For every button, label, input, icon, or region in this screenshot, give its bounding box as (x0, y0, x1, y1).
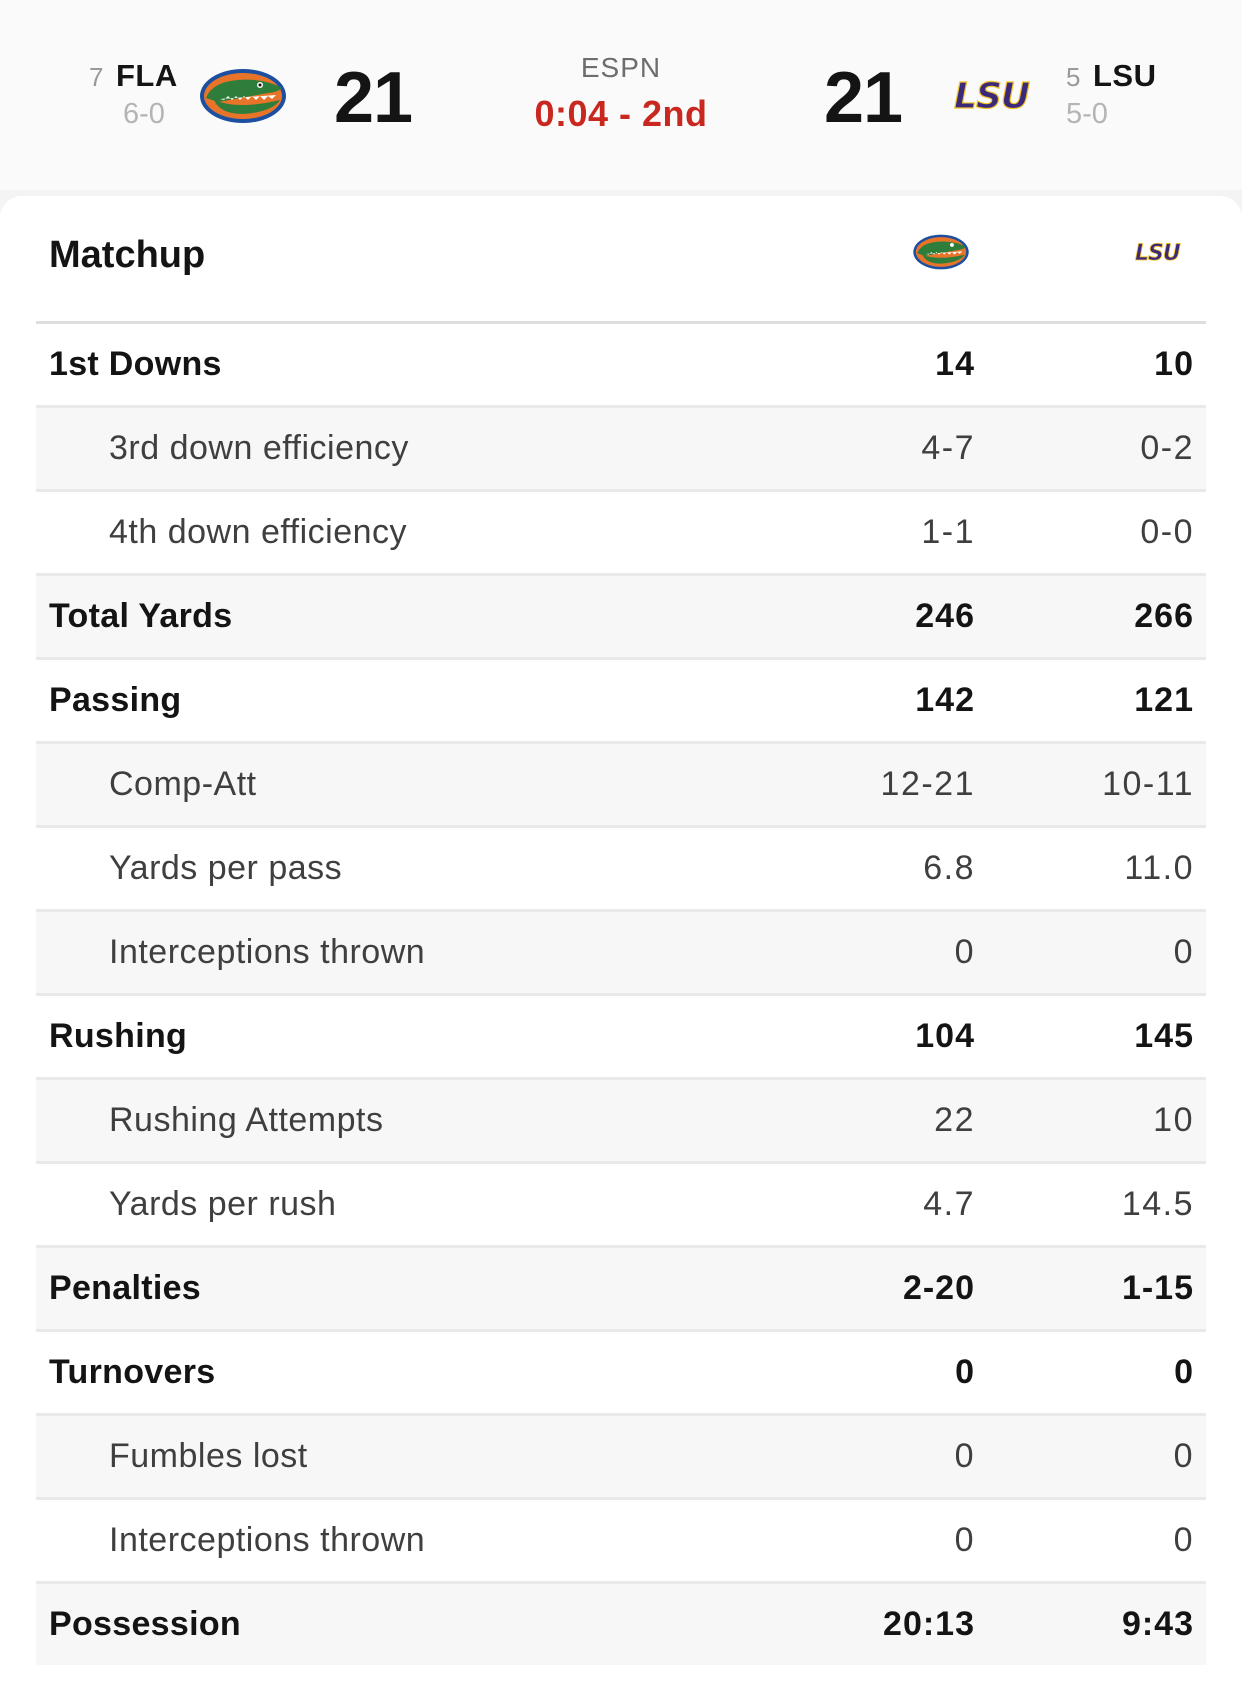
away-team-score: 21 (334, 58, 413, 138)
stat-label: Penalties (49, 1269, 201, 1307)
home-stat-value: 0 (1173, 1521, 1194, 1559)
away-team-record: 6-0 (123, 98, 165, 130)
stat-label: Possession (49, 1605, 241, 1643)
stat-label: Yards per rush (109, 1185, 337, 1223)
home-team-record: 5-0 (1066, 98, 1108, 130)
away-stat-value: 14 (935, 345, 975, 383)
home-stat-value: 266 (1134, 597, 1194, 635)
home-stat-value: 10 (1153, 1101, 1194, 1139)
away-stat-value: 22 (934, 1101, 975, 1139)
stat-label: Fumbles lost (109, 1437, 308, 1475)
stat-label: 4th down efficiency (109, 513, 408, 551)
stat-row: 3rd down efficiency 4-7 0-2 (36, 408, 1206, 492)
away-stat-value: 4.7 (923, 1185, 975, 1223)
stat-row: Comp-Att 12-21 10-11 (36, 744, 1206, 828)
home-stat-value: 0 (1174, 1353, 1194, 1391)
stat-row: Interceptions thrown 0 0 (36, 1500, 1206, 1584)
gators-logo-icon (913, 234, 969, 270)
away-stat-value: 142 (915, 681, 975, 719)
stat-row: Total Yards 246 266 (36, 576, 1206, 660)
away-stat-value: 0 (954, 1437, 975, 1475)
away-stat-value: 12-21 (880, 765, 975, 803)
stat-row: Possession 20:13 9:43 (36, 1584, 1206, 1665)
away-stat-value: 104 (915, 1017, 975, 1055)
stat-row: Rushing Attempts 22 10 (36, 1080, 1206, 1164)
matchup-stats-table: 1st Downs 14 10 3rd down efficiency 4-7 0-2 4t… (36, 324, 1206, 1665)
lsu-logo-icon[interactable]: LSU (952, 76, 1048, 116)
away-team-rank: 7 (89, 62, 104, 92)
home-team-abbr[interactable]: LSU (1093, 58, 1157, 93)
stat-label: Turnovers (49, 1353, 216, 1391)
away-stat-value: 0 (954, 933, 975, 971)
away-stat-value: 20:13 (883, 1605, 975, 1643)
stat-label: Passing (49, 681, 182, 719)
gators-logo-icon[interactable] (198, 66, 288, 126)
away-stat-value: 2-20 (902, 1269, 975, 1307)
home-stat-value: 0-2 (1140, 429, 1194, 467)
away-stat-value: 0 (954, 1521, 975, 1559)
home-stat-value: 0-0 (1140, 513, 1194, 551)
stat-label: Rushing Attempts (109, 1101, 384, 1139)
home-stat-value: 14.5 (1121, 1185, 1194, 1223)
stat-row: Penalties 2-20 1-15 (36, 1248, 1206, 1332)
home-stat-value: 11.0 (1124, 849, 1194, 887)
home-stat-value: 10 (1154, 345, 1194, 383)
stat-label: Total Yards (49, 597, 233, 635)
header-divider (36, 321, 1206, 324)
stat-label: Comp-Att (109, 765, 257, 803)
matchup-title: Matchup (49, 234, 206, 276)
away-stat-value: 6.8 (923, 849, 975, 887)
stat-label: Yards per pass (109, 849, 343, 887)
stat-label: 3rd down efficiency (109, 429, 409, 467)
home-team-rank: 5 (1066, 62, 1081, 92)
away-stat-value: 0 (955, 1353, 975, 1391)
away-team-abbr[interactable]: FLA (116, 58, 178, 93)
stat-row: Interceptions thrown 0 0 (36, 912, 1206, 996)
scoreboard-header: 7 FLA 6-0 21 ESPN 0:04 - 2nd 21 LSU 5 LS… (0, 0, 1242, 190)
home-stat-value: 121 (1134, 681, 1194, 719)
stat-row: 4th down efficiency 1-1 0-0 (36, 492, 1206, 576)
away-stat-value: 1-1 (921, 513, 975, 551)
home-stat-value: 9:43 (1121, 1605, 1194, 1643)
home-stat-value: 0 (1173, 933, 1194, 971)
stat-row: Yards per pass 6.8 11.0 (36, 828, 1206, 912)
game-clock: 0:04 - 2nd (534, 93, 708, 134)
stat-label: Rushing (49, 1017, 188, 1055)
stat-row: 1st Downs 14 10 (36, 324, 1206, 408)
svg-text:LSU: LSU (954, 76, 1030, 116)
stat-row: Passing 142 121 (36, 660, 1206, 744)
broadcast-network: ESPN (580, 52, 662, 83)
away-stat-value: 4-7 (921, 429, 975, 467)
stat-label: 1st Downs (49, 345, 222, 383)
svg-text:LSU: LSU (1135, 241, 1181, 264)
stat-row: Turnovers 0 0 (36, 1332, 1206, 1416)
home-stat-value: 1-15 (1121, 1269, 1194, 1307)
stat-label: Interceptions thrown (109, 1521, 426, 1559)
stat-row: Rushing 104 145 (36, 996, 1206, 1080)
away-stat-value: 246 (915, 597, 975, 635)
lsu-logo-icon: LSU (1135, 241, 1183, 264)
stat-label: Interceptions thrown (109, 933, 426, 971)
home-team-score: 21 (824, 58, 903, 138)
stat-row: Fumbles lost 0 0 (36, 1416, 1206, 1500)
stat-row: Yards per rush 4.7 14.5 (36, 1164, 1206, 1248)
home-stat-value: 145 (1134, 1017, 1194, 1055)
home-stat-value: 10-11 (1102, 765, 1194, 803)
home-stat-value: 0 (1173, 1437, 1194, 1475)
